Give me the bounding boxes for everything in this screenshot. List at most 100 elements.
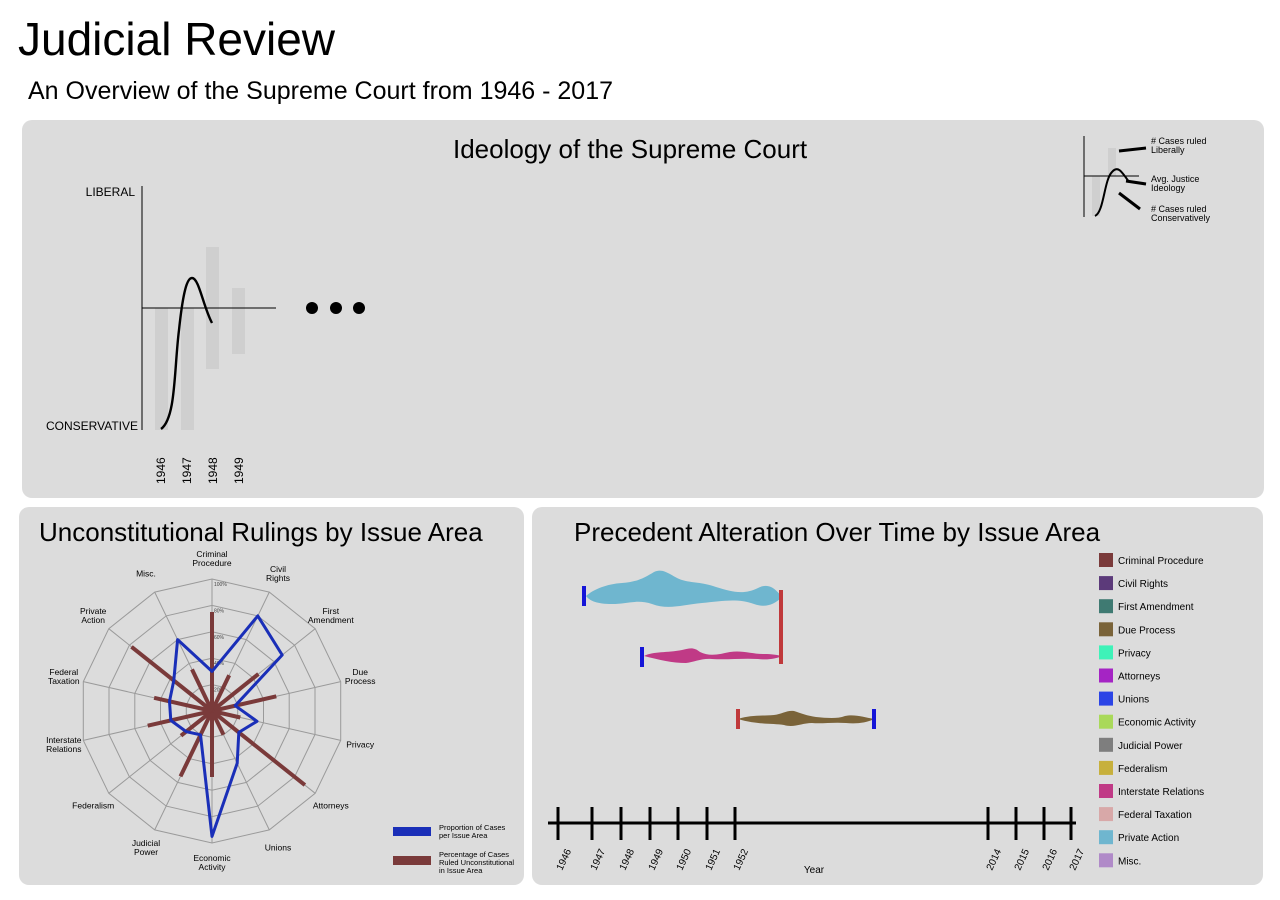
radar-axis-label: Economic Activity	[193, 853, 231, 872]
legend-swatch	[1099, 830, 1113, 845]
legend-item-label: Unions	[1118, 695, 1149, 706]
year-tick-label: 1947	[589, 847, 609, 872]
year-tick-label: 1950	[675, 847, 695, 872]
legend-conservative-line1: # Cases ruled	[1151, 204, 1207, 214]
liberal-label: LIBERAL	[86, 185, 136, 199]
radar-axis-label: Federal Taxation	[48, 667, 80, 686]
unconstitutional-bar	[210, 672, 260, 713]
radar-axis-label: First Amendment	[308, 606, 354, 625]
bar-1949-conservative	[232, 308, 245, 354]
year-label-1947: 1947	[180, 457, 194, 484]
legend-swatch	[1099, 760, 1113, 775]
legend-item-label: Privacy	[1118, 648, 1151, 659]
ideology-chart: LIBERAL CONSERVATIVE 1946 1947 1948 1949	[46, 136, 1211, 484]
unconstitutional-bar	[153, 695, 213, 713]
legend-swatch	[1099, 691, 1113, 706]
radar-axis-label: Criminal Procedure	[192, 549, 231, 568]
legend-item-label: Federal Taxation	[1118, 810, 1192, 821]
radar-axis-label: Private Action	[80, 606, 107, 625]
legend-item-label: Civil Rights	[1118, 579, 1168, 590]
unconstitutional-bar	[147, 709, 213, 728]
bar-1948-liberal	[206, 247, 219, 308]
legend-item-label: First Amendment	[1118, 602, 1194, 613]
radar-axis-label: Due Process	[345, 667, 376, 686]
bar-1946-conservative	[155, 308, 168, 430]
precedent-panel: Precedent Alteration Over Time by Issue …	[532, 507, 1263, 885]
time-axis-label: Year	[804, 865, 825, 876]
year-tick-label: 2015	[1013, 847, 1033, 872]
radar-axis-label: Interstate Relations	[46, 735, 82, 754]
legend-liberal-line1: # Cases ruled	[1151, 136, 1207, 146]
legend-swatch	[1099, 807, 1113, 822]
stream-due-process	[738, 710, 874, 726]
legend-item-label: Federalism	[1118, 764, 1167, 775]
radar-ring-label: 60%	[214, 635, 225, 641]
legend-item-label: Criminal Procedure	[1118, 556, 1204, 567]
unconstitutional-bar	[211, 709, 241, 720]
ideology-legend: # Cases ruled Liberally Avg. Justice Ide…	[1083, 136, 1211, 223]
legend-swatch	[1099, 645, 1113, 660]
year-tick-label: 2016	[1041, 847, 1061, 872]
legend-liberal-line2: Liberally	[1151, 145, 1185, 155]
year-tick-label: 2017	[1068, 847, 1088, 872]
stream-private-action	[586, 570, 782, 607]
ideology-curve	[160, 276, 214, 430]
legend-swatch-unconstitutional	[393, 856, 431, 865]
legend-pointer-ideology	[1125, 179, 1147, 186]
year-tick-label: 1948	[618, 847, 638, 872]
legend-bar	[1108, 148, 1116, 176]
year-label-1948: 1948	[206, 457, 220, 484]
legend-item-label: Interstate Relations	[1118, 787, 1204, 798]
year-tick-label: 1952	[732, 847, 752, 872]
radar-axis-label: Judicial Power	[132, 838, 160, 857]
bar-1947-conservative	[181, 308, 194, 430]
unconstitutional-bar	[178, 710, 214, 778]
legend-ideology-line1: Avg. Justice	[1151, 174, 1199, 184]
conservative-label: CONSERVATIVE	[46, 419, 138, 433]
ellipsis-dot	[330, 302, 342, 314]
precedent-chart: 1946 1947 1948 1949 1950 1951 1952 2014 2015 2016…	[548, 553, 1204, 876]
legend-swatch	[1099, 784, 1113, 798]
legend-pointer-liberal	[1118, 146, 1147, 153]
year-tick-label: 2014	[985, 847, 1005, 872]
legend-item-label: Misc.	[1118, 856, 1141, 867]
precedent-title: Precedent Alteration Over Time by Issue …	[574, 517, 1101, 547]
legend-item-label: Due Process	[1118, 625, 1175, 636]
legend-proportion-line2: per Issue Area	[439, 831, 488, 840]
legend-uncon-line1: Percentage of Cases	[439, 850, 509, 859]
legend-swatch	[1099, 853, 1113, 868]
legend-pointer-conservative	[1118, 191, 1141, 211]
page-title: Judicial Review	[18, 13, 336, 65]
radar-ring-label: 100%	[214, 582, 227, 588]
radar-axis-label: Civil Rights	[266, 564, 290, 583]
year-label-1946: 1946	[154, 457, 168, 484]
legend-bar	[1092, 176, 1100, 216]
legend-swatch	[1099, 576, 1113, 591]
legend-uncon-line3: in Issue Area	[439, 866, 483, 875]
legend-item-label: Judicial Power	[1118, 741, 1183, 752]
page-subtitle: An Overview of the Supreme Court from 19…	[28, 77, 614, 105]
legend-proportion-line1: Proportion of Cases	[439, 823, 506, 832]
radar-ring-label: 20%	[214, 688, 225, 694]
legend-item-label: Private Action	[1118, 833, 1179, 844]
unconstitutional-bar	[190, 668, 214, 712]
unconstitutional-bar	[210, 674, 232, 712]
stream-interstate-relations	[644, 648, 782, 663]
unconstitutional-bar	[130, 645, 214, 713]
unconstitutional-bar	[211, 694, 277, 713]
legend-curve	[1094, 168, 1130, 217]
radar-title: Unconstitutional Rulings by Issue Area	[39, 517, 483, 547]
year-tick-label: 1949	[647, 847, 667, 872]
legend-swatch-proportion	[393, 827, 431, 836]
radar-axis-label: Unions	[265, 842, 291, 852]
year-tick-label: 1951	[704, 847, 724, 872]
proportion-polygon	[168, 614, 284, 838]
legend-swatch	[1099, 553, 1113, 567]
legend-ideology-line2: Ideology	[1151, 183, 1186, 193]
radar-panel: Unconstitutional Rulings by Issue Area 1…	[19, 507, 524, 885]
radar-axis-label: Privacy	[346, 739, 375, 749]
year-label-1949: 1949	[232, 457, 246, 484]
legend-swatch	[1099, 599, 1113, 614]
bar-1948-conservative	[206, 308, 219, 369]
